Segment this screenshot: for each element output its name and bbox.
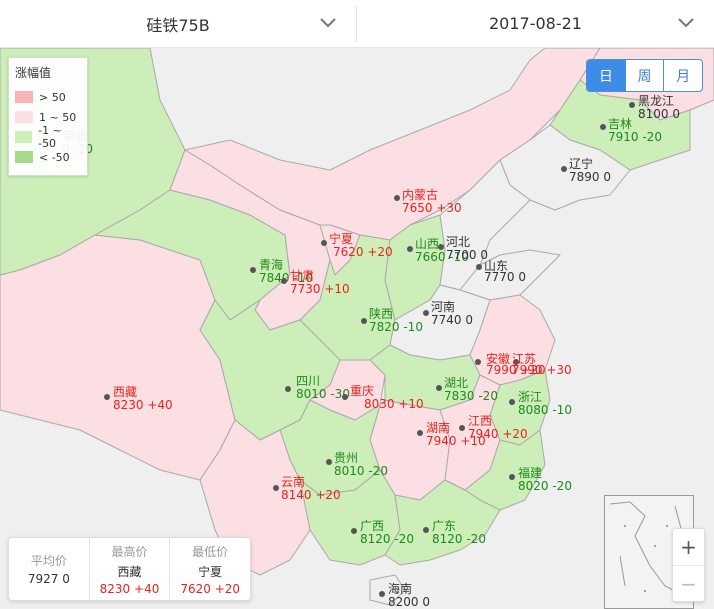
province-price-label: 8010 -20: [334, 464, 388, 478]
province-name-label: 安徽: [486, 352, 511, 366]
province-name-label: 江西: [468, 414, 493, 428]
chevron-down-icon: [678, 18, 694, 28]
chevron-down-icon: [320, 18, 336, 28]
province-name-label: 福建: [518, 466, 543, 480]
province-name-label: 广东: [432, 519, 457, 533]
province-price-label: 7890 0: [569, 170, 611, 184]
province-name-label: 内蒙古: [402, 188, 439, 202]
province-price-label: 7620 +20: [333, 245, 393, 259]
date-selector[interactable]: 2017-08-21: [357, 0, 714, 47]
period-week-button[interactable]: 周: [624, 60, 664, 91]
legend-swatch: [15, 111, 33, 123]
province-price-label: 7940 +10: [426, 434, 486, 448]
province-price-label: 7650 +30: [402, 201, 462, 215]
region-guangdong: [384, 479, 501, 566]
province-name-label: 海南: [388, 582, 413, 596]
province-price-label: 7660 -10: [415, 250, 469, 264]
max-price-cell: 最高价 西藏 8230 +40: [88, 538, 170, 600]
province-name-label: 四川: [296, 374, 321, 388]
legend-label: > 50: [39, 90, 66, 104]
province-price-label: 8030 +10: [364, 397, 424, 411]
zoom-out-button[interactable]: −: [673, 565, 704, 601]
province-price-label: 8200 0: [388, 595, 430, 609]
legend-item[interactable]: -1 ~ -50: [15, 124, 81, 150]
max-price-label: 最高价: [111, 544, 148, 559]
province-price-label: 7990 +20: [486, 363, 546, 377]
province-name-label: 西藏: [113, 385, 138, 399]
max-price-province: 西藏: [117, 564, 142, 579]
zoom-controls: + −: [672, 528, 705, 602]
province-price-label: 7770 0: [484, 270, 526, 284]
province-name-label: 浙江: [518, 390, 543, 404]
period-month-button[interactable]: 月: [663, 60, 702, 91]
min-price-label: 最低价: [192, 544, 229, 559]
min-price-province: 宁夏: [198, 564, 223, 579]
province-price-label: 7700 0: [446, 248, 488, 262]
region-hebei: [439, 159, 531, 291]
min-price-value: 7620 +20: [180, 581, 241, 596]
legend-label: < -50: [39, 150, 70, 164]
province-price-label: 7820 -10: [369, 320, 423, 334]
avg-price-cell: 平均价 7927 0: [9, 538, 89, 600]
province-name-label: 河北: [446, 235, 471, 249]
period-day-button[interactable]: 日: [587, 60, 625, 91]
province-price-label: 8120 -20: [360, 532, 414, 546]
province-price-label: 8020 -20: [518, 479, 572, 493]
province-name-label: 甘肃: [290, 269, 315, 283]
province-name-label: 青海: [259, 258, 284, 272]
province-name-label: 江苏: [512, 352, 537, 366]
province-price-label: 8140 +20: [281, 488, 341, 502]
province-price-label: 7990 +30: [512, 363, 572, 377]
region-tibet: [0, 234, 236, 481]
province-price-label: 8010 -30: [296, 387, 350, 401]
product-label: 硅铁75B: [146, 15, 210, 35]
province-name-label: 云南: [281, 475, 306, 489]
province-price-label: 7910 -20: [608, 130, 662, 144]
avg-price-value: 7927 0: [27, 572, 70, 586]
province-price-label: 7940 +20: [468, 427, 528, 441]
province-name-label: 贵州: [334, 451, 359, 465]
province-name-label: 陕西: [369, 307, 394, 321]
product-selector[interactable]: 硅铁75B: [0, 0, 356, 47]
province-price-label: 7730 +10: [290, 282, 350, 296]
province-price-label: 8120 -20: [432, 532, 486, 546]
province-name-label: 山东: [484, 259, 509, 273]
legend-label: 1 ~ 50: [39, 110, 77, 124]
legend-item[interactable]: 1 ~ 50: [15, 107, 81, 127]
province-name-label: 广西: [360, 519, 385, 533]
province-price-label: 7740 0: [431, 313, 473, 327]
period-toggle: 日 周 月: [586, 59, 703, 92]
legend-swatch: [15, 151, 33, 163]
min-price-cell: 最低价 宁夏 7620 +20: [169, 538, 250, 600]
zoom-in-button[interactable]: +: [680, 535, 697, 559]
province-price-label: 8230 +40: [113, 398, 173, 412]
top-bar: 硅铁75B 2017-08-21: [0, 0, 714, 48]
china-price-map[interactable]: [0, 48, 714, 609]
avg-price-label: 平均价: [30, 554, 67, 568]
selector-divider: [356, 6, 357, 42]
legend-swatch: [15, 131, 33, 143]
province-price-label: 7830 -20: [444, 389, 498, 403]
province-name-label: 宁夏: [329, 232, 354, 246]
province-price-label: 8100 0: [638, 107, 680, 121]
legend: 涨幅值 > 50 1 ~ 50 -1 ~ -50 < -50: [8, 57, 88, 176]
max-price-value: 8230 +40: [99, 581, 160, 596]
price-stats-card: 平均价 7927 0 最高价 西藏 8230 +40 最低价 宁夏 7620 +…: [8, 537, 251, 601]
legend-title: 涨幅值: [15, 66, 52, 80]
province-name-label: 湖北: [444, 376, 469, 390]
province-name-label: 山西: [415, 237, 440, 251]
date-label: 2017-08-21: [489, 14, 582, 33]
province-name-label: 黑龙江: [638, 94, 675, 108]
legend-label: -1 ~ -50: [38, 124, 62, 150]
province-name-label: 河南: [431, 300, 456, 314]
province-name-label: 辽宁: [569, 157, 594, 171]
legend-swatch: [15, 91, 33, 103]
province-price-label: 8080 -10: [518, 403, 572, 417]
province-name-label: 重庆: [350, 384, 375, 398]
province-name-label: 湖南: [426, 421, 451, 435]
province-name-label: 吉林: [608, 117, 633, 131]
region-hainan: [369, 574, 406, 606]
legend-item[interactable]: < -50: [15, 147, 81, 167]
legend-item[interactable]: > 50: [15, 87, 81, 107]
